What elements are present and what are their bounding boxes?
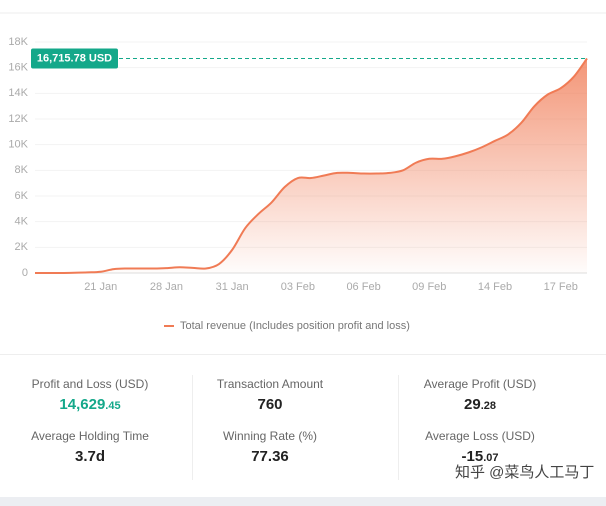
stat-label: Transaction Amount	[216, 377, 324, 391]
divider	[398, 375, 399, 480]
stat-label: Average Profit (USD)	[423, 377, 537, 391]
y-tick-label: 2K	[15, 241, 29, 253]
y-tick-label: 0	[22, 267, 28, 279]
stat: Average Loss (USD) -15.07	[390, 429, 570, 465]
watermark: 知乎 @菜鸟人工马丁	[455, 464, 595, 481]
stats-panel: Profit and Loss (USD) 14,629.45 Transactio…	[0, 354, 606, 498]
stat-label: Profit and Loss (USD)	[31, 377, 149, 391]
stat-value: 760	[257, 396, 283, 413]
stat: Average Profit (USD) 29.28	[390, 377, 570, 413]
x-tick-label: 31 Jan	[216, 281, 249, 293]
y-tick-label: 6K	[15, 190, 29, 202]
y-tick-label: 12K	[8, 113, 28, 125]
stat: Average Holding Time 3.7d	[0, 429, 180, 465]
x-tick-label: 06 Feb	[346, 281, 380, 293]
stat-label: Average Holding Time	[31, 429, 149, 443]
area	[35, 58, 587, 274]
line	[35, 57, 588, 275]
y-tick-label: 16K	[8, 62, 28, 74]
stat: Transaction Amount 760	[180, 377, 360, 413]
stat-value: 77.36	[251, 448, 289, 465]
divider	[192, 375, 193, 480]
stat: Winning Rate (%) 77.36	[180, 429, 360, 465]
stat-label: Winning Rate (%)	[222, 429, 318, 443]
legend-label: Total revenue (Includes position profit …	[180, 320, 410, 332]
y-tick-label: 14K	[8, 87, 28, 99]
annotation-box	[31, 48, 118, 69]
x-tick-label: 28 Jan	[150, 281, 183, 293]
footer-band	[0, 497, 606, 506]
y-tick-label: 4K	[15, 216, 29, 228]
x-tick-label: 17 Feb	[544, 281, 578, 293]
stat-value: 14,629.45	[59, 396, 121, 413]
chart: 0 2K 4K 6K 8K 10K 12K 14K 16K 18K 21 Jan 28 Jan 31 J…	[0, 12, 606, 332]
stat-value: -15.07	[461, 448, 499, 465]
stat-value: 3.7d	[74, 448, 105, 465]
x-tick-label: 09 Feb	[412, 281, 446, 293]
stat: Profit and Loss (USD) 14,629.45	[0, 377, 180, 413]
y-tick-label: 8K	[15, 164, 29, 176]
annotation-label: 16,715.78 USD	[37, 52, 112, 64]
y-tick-label: 18K	[8, 36, 28, 48]
stat-value: 29.28	[464, 396, 496, 413]
x-tick-label: 21 Jan	[84, 281, 117, 293]
stat-label: Average Loss (USD)	[425, 429, 535, 443]
y-tick-label: 10K	[8, 139, 28, 151]
x-tick-label: 14 Feb	[478, 281, 512, 293]
x-tick-label: 03 Feb	[281, 281, 315, 293]
